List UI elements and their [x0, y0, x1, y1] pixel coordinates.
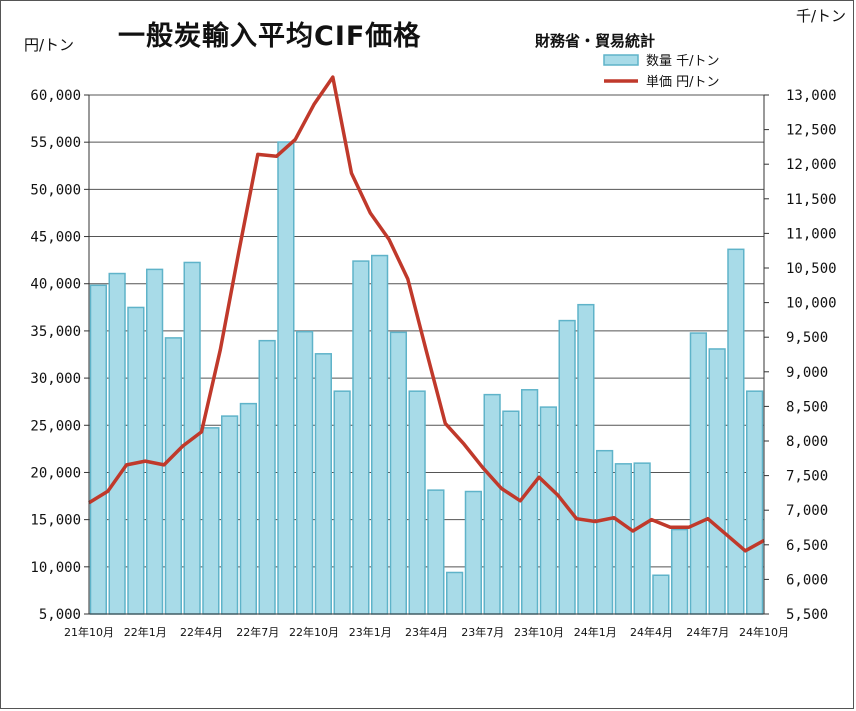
bar [427, 489, 445, 615]
bar [483, 393, 501, 615]
tick-label-x: 23年10月 [514, 625, 564, 639]
tick-label-right: 12,000 [786, 157, 837, 173]
tick-label-left: 30,000 [30, 371, 81, 387]
tick-label-right: 5,500 [786, 607, 828, 623]
tick-label-x: 23年4月 [405, 625, 448, 639]
tick-label-left: 40,000 [30, 277, 81, 293]
y-axis-right-label: 千/トン [796, 7, 847, 25]
price-line [88, 75, 765, 553]
tick-label-left: 10,000 [30, 560, 81, 576]
tick-label-x: 24年10月 [739, 625, 789, 639]
tick-label-x: 22年4月 [180, 625, 223, 639]
legend-line-label: 単価 円/トン [646, 74, 720, 90]
bar [164, 337, 182, 615]
bar [221, 415, 239, 615]
bar [539, 406, 557, 615]
tick-label-right: 6,000 [786, 572, 828, 588]
y-ticks-right: 5,500 6,000 6,500 7,000 7,500 8,000 8,500 9,000… [764, 88, 837, 623]
bar [296, 330, 314, 615]
tick-label-right: 10,000 [786, 296, 837, 312]
tick-label-right: 11,500 [786, 192, 837, 208]
bar [333, 390, 351, 615]
tick-label-x: 22年10月 [289, 625, 339, 639]
tick-label-left: 15,000 [30, 513, 81, 529]
tick-label-left: 55,000 [30, 135, 81, 151]
y-axis-left-label: 円/トン [24, 36, 75, 54]
x-ticks: 21年10月 22年1月 22年4月 22年7月 22年10月 23年1月 23年4月 23年… [64, 625, 789, 639]
legend: 数量 千/トン 単価 円/トン [603, 54, 720, 90]
bar [277, 141, 295, 615]
bar [314, 353, 332, 615]
chart-title: 一般炭輸入平均CIF価格 [118, 21, 422, 52]
tick-label-x: 22年1月 [124, 625, 167, 639]
bar [652, 574, 670, 615]
bar [671, 528, 689, 615]
tick-label-right: 12,500 [786, 123, 837, 139]
bar [746, 390, 764, 615]
tick-label-left: 25,000 [30, 418, 81, 434]
bar [258, 339, 276, 615]
tick-label-right: 9,500 [786, 330, 828, 346]
tick-label-right: 9,000 [786, 365, 828, 381]
tick-label-right: 7,000 [786, 503, 828, 519]
source-label: 財務省・貿易統計 [535, 32, 656, 50]
bar [502, 410, 520, 615]
tick-label-x: 22年7月 [236, 625, 279, 639]
y-ticks-left: 5,000 10,000 15,000 20,000 25,000 30,000 35,00… [30, 88, 89, 623]
tick-label-right: 11,000 [786, 226, 837, 242]
bar [202, 427, 220, 615]
line-series [88, 75, 765, 553]
bar [108, 272, 126, 615]
tick-label-right: 10,500 [786, 261, 837, 277]
bar [464, 490, 482, 615]
bar [371, 254, 389, 615]
bar [146, 268, 164, 615]
bar [408, 390, 426, 615]
tick-label-right: 7,500 [786, 469, 828, 485]
tick-label-left: 60,000 [30, 88, 81, 104]
legend-bar-swatch [603, 54, 639, 66]
bar [446, 571, 464, 615]
bar [708, 348, 726, 615]
bar [633, 462, 651, 615]
tick-label-left: 35,000 [30, 324, 81, 340]
bar [521, 389, 539, 615]
bar [352, 260, 370, 615]
tick-label-left: 5,000 [39, 607, 81, 623]
tick-label-x: 23年1月 [349, 625, 392, 639]
bar [577, 303, 595, 615]
tick-label-left: 50,000 [30, 182, 81, 198]
legend-bar-label: 数量 千/トン [646, 54, 720, 69]
tick-label-x: 23年7月 [461, 625, 504, 639]
tick-label-right: 13,000 [786, 88, 837, 104]
bar [689, 332, 707, 615]
tick-label-right: 8,000 [786, 434, 828, 450]
tick-label-x: 21年10月 [64, 625, 114, 639]
bar [596, 449, 614, 615]
bar [558, 319, 576, 615]
tick-label-x: 24年7月 [686, 625, 729, 639]
bar [389, 331, 407, 615]
tick-label-right: 8,500 [786, 399, 828, 415]
axes [88, 95, 765, 615]
bar [89, 284, 107, 615]
bar [239, 402, 257, 615]
tick-label-x: 24年4月 [630, 625, 673, 639]
tick-label-left: 20,000 [30, 465, 81, 481]
bar [614, 463, 632, 615]
bar [727, 248, 745, 615]
tick-label-x: 24年1月 [574, 625, 617, 639]
tick-label-right: 6,500 [786, 538, 828, 554]
tick-label-left: 45,000 [30, 230, 81, 246]
